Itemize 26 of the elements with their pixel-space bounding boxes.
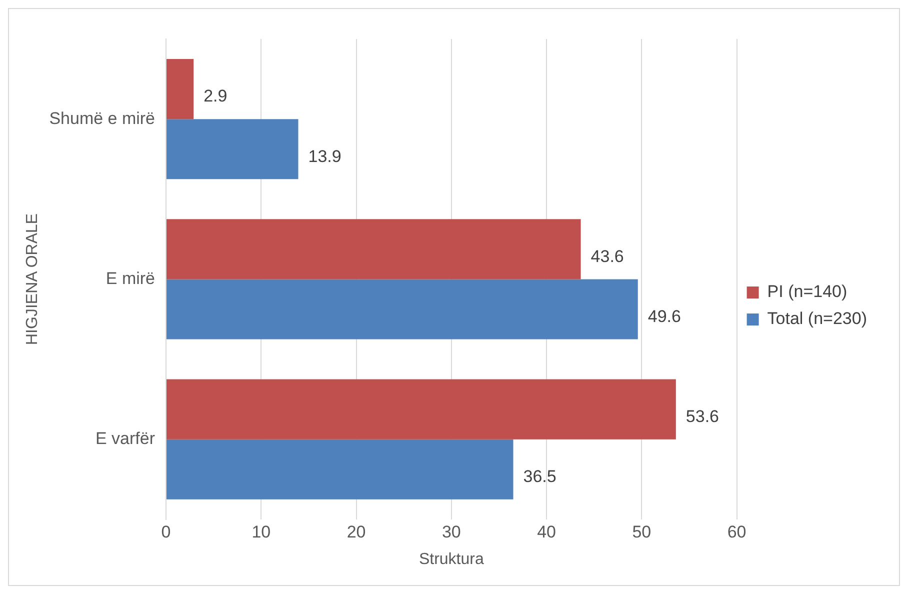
y-tick-label: Shumë e mirë	[49, 108, 156, 128]
legend-label: Total (n=230)	[767, 309, 867, 328]
y-tick-label: E mirë	[106, 268, 156, 288]
x-axis-title: Struktura	[418, 550, 484, 568]
y-tick-label: E varfër	[95, 429, 156, 448]
data-label: 2.9	[204, 86, 228, 106]
x-tick-label: 0	[161, 522, 171, 542]
data-label: 13.9	[308, 146, 342, 166]
bar	[166, 379, 676, 440]
bar	[166, 59, 194, 120]
x-tick-label: 20	[346, 522, 366, 542]
data-label: 49.6	[648, 306, 681, 326]
bar	[166, 219, 581, 280]
data-label: 43.6	[590, 246, 624, 266]
x-tick-label: 40	[537, 522, 556, 542]
bar	[166, 439, 514, 500]
x-tick-label: 50	[632, 522, 652, 542]
y-axis-title: HIGJIENA ORALE	[24, 213, 42, 345]
bar	[166, 119, 298, 180]
x-tick-label: 60	[727, 522, 746, 542]
data-label: 36.5	[523, 467, 556, 486]
legend-label: PI (n=140)	[767, 282, 848, 302]
data-label: 53.6	[686, 406, 720, 426]
x-tick-label: 10	[252, 522, 271, 542]
bar	[166, 279, 638, 340]
x-tick-label: 30	[442, 522, 461, 542]
